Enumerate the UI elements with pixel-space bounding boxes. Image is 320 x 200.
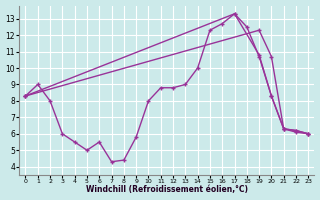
X-axis label: Windchill (Refroidissement éolien,°C): Windchill (Refroidissement éolien,°C) xyxy=(86,185,248,194)
